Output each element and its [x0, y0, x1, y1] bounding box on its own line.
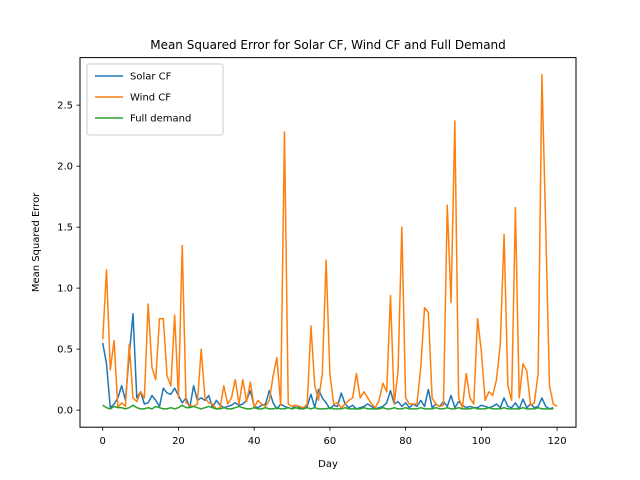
- legend-label: Solar CF: [130, 72, 172, 83]
- series-line-wind-cf: [101, 73, 558, 410]
- plot-area: [79, 57, 577, 428]
- y-tick-label: 1.0: [57, 284, 73, 295]
- x-axis: 0 20 40 60 80 100 120: [100, 427, 567, 447]
- axes-frame: [79, 57, 577, 428]
- y-tick-label: 1.5: [57, 223, 73, 234]
- y-tick-label: 0.0: [57, 406, 73, 417]
- y-tick-label: 2.0: [57, 162, 73, 173]
- y-tick-label: 0.5: [57, 345, 73, 356]
- x-tick-label: 120: [548, 436, 567, 447]
- x-tick-label: 100: [472, 436, 491, 447]
- x-axis-label: Day: [318, 459, 338, 470]
- legend-label: Wind CF: [130, 93, 171, 104]
- y-tick-label: 2.5: [57, 101, 73, 112]
- x-tick-label: 20: [172, 436, 185, 447]
- series-line-full-demand: [102, 404, 554, 410]
- legend-label: Full demand: [130, 114, 191, 125]
- chart-title: Mean Squared Error for Solar CF, Wind CF…: [150, 38, 506, 52]
- x-tick-label: 60: [324, 436, 337, 447]
- x-tick-label: 80: [399, 436, 412, 447]
- x-tick-label: 0: [100, 436, 106, 447]
- y-axis-label: Mean Squared Error: [31, 192, 42, 292]
- legend: Solar CF Wind CF Full demand: [86, 63, 224, 136]
- series-layer: [101, 73, 558, 410]
- y-axis: 0.0 0.5 1.0 1.5 2.0 2.5: [57, 101, 80, 417]
- x-tick-label: 40: [248, 436, 261, 447]
